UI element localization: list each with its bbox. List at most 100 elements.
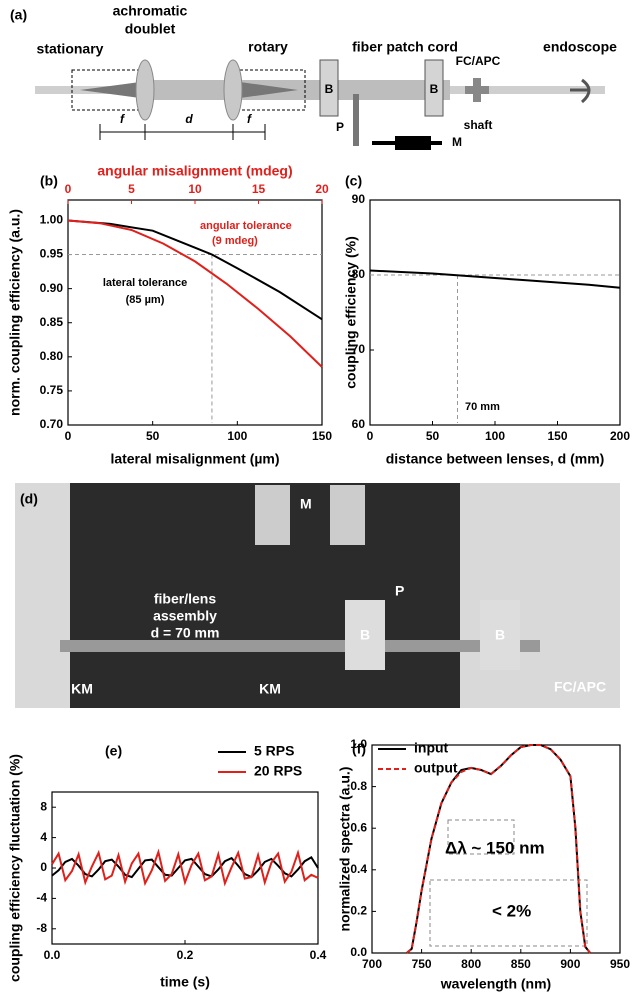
- panel-label: (e): [105, 743, 122, 759]
- x-tick-label: 0.0: [44, 948, 61, 962]
- panel-label: (c): [345, 173, 362, 189]
- panel-label: (f): [352, 741, 366, 757]
- bearing: [345, 600, 385, 670]
- annotation: (85 µm): [126, 294, 165, 306]
- bearing: [424, 59, 444, 117]
- series-line: [67, 219, 323, 368]
- y-tick-label: 0.80: [40, 349, 64, 363]
- panel-label: (d): [20, 491, 38, 507]
- label: P: [395, 583, 404, 599]
- annotation: 70 mm: [465, 401, 500, 413]
- x2-tick-label: 10: [188, 182, 202, 196]
- panel-label: (a): [10, 7, 27, 23]
- x2-tick-label: 5: [128, 182, 135, 196]
- label: KM: [259, 681, 281, 697]
- label: KM: [71, 681, 93, 697]
- inset-boxes: [429, 819, 588, 947]
- breadboard: [460, 483, 620, 708]
- label: FC/APC: [554, 679, 606, 695]
- annotation: angular tolerance: [200, 220, 292, 232]
- fiber: [150, 80, 450, 100]
- bearing: [480, 600, 520, 670]
- label: achromatic: [113, 3, 188, 19]
- plot-frame: [369, 199, 621, 426]
- zoom-box: [447, 819, 515, 855]
- x-tick-label: 800: [461, 957, 481, 971]
- x-tick-label: 700: [362, 957, 382, 971]
- panel-label: (b): [40, 173, 58, 189]
- label: d = 70 mm: [151, 625, 220, 641]
- annotation: (9 mdeg): [212, 235, 258, 247]
- y-tick-label: -8: [36, 921, 47, 935]
- lens: [135, 59, 155, 121]
- series-line: [406, 744, 591, 954]
- label: B: [495, 627, 505, 643]
- y-axis-label: coupling efficiency (%): [343, 236, 359, 388]
- y-tick-label: 0.0: [350, 945, 367, 959]
- label: M: [300, 496, 312, 512]
- x-tick-label: 0: [65, 429, 72, 443]
- label: B: [325, 82, 334, 96]
- label: f: [247, 112, 252, 126]
- x-tick-label: 0.2: [177, 948, 194, 962]
- connector: [473, 78, 481, 102]
- shaft: [60, 640, 540, 652]
- x-axis-label: distance between lenses, d (mm): [386, 451, 605, 467]
- y-tick-label: 0.90: [40, 281, 64, 295]
- dimension: [99, 124, 266, 140]
- x-tick-label: 750: [412, 957, 432, 971]
- y-tick-label: 8: [40, 799, 47, 813]
- label: M: [452, 135, 462, 149]
- x2-axis-label: angular misalignment (mdeg): [97, 163, 292, 179]
- legend-label: input: [414, 740, 449, 756]
- x2-tick-label: 20: [315, 182, 329, 196]
- x-axis-label: wavelength (nm): [440, 976, 551, 992]
- motor-mount: [255, 485, 290, 545]
- x-tick-label: 900: [560, 957, 580, 971]
- x-tick-label: 0: [367, 429, 374, 443]
- y-tick-label: 0.2: [350, 904, 367, 918]
- annotation: lateral tolerance: [103, 277, 187, 289]
- label: rotary: [248, 39, 288, 55]
- y-tick-label: 4: [40, 830, 47, 844]
- panel-a: (a) stationary achromatic doublet rotary…: [10, 3, 617, 150]
- y-tick-label: 60: [352, 417, 366, 431]
- y-tick-label: 80: [352, 267, 366, 281]
- y-tick-label: 1.0: [350, 737, 367, 751]
- x2-tick-label: 0: [65, 182, 72, 196]
- y-tick-label: 90: [352, 192, 366, 206]
- annotation: Δλ ~ 150 nm: [445, 838, 545, 857]
- x-tick-label: 150: [547, 429, 567, 443]
- plot-frame: [371, 744, 621, 954]
- label: doublet: [125, 21, 176, 37]
- legend-label: 5 RPS: [254, 743, 294, 759]
- x-tick-label: 200: [610, 429, 630, 443]
- y-tick-label: 0.8: [350, 779, 367, 793]
- y-tick-label: 0.70: [40, 417, 64, 431]
- series-line: [51, 848, 319, 887]
- label: f: [120, 112, 125, 126]
- plot-frame: [67, 199, 323, 426]
- y-tick-label: 0.75: [40, 383, 64, 397]
- x-tick-label: 50: [146, 429, 160, 443]
- legend-label: output: [414, 760, 458, 776]
- label: FC/APC: [456, 54, 501, 68]
- legend-label: 20 RPS: [254, 763, 302, 779]
- y-tick-label: 0.85: [40, 315, 64, 329]
- series-line: [67, 219, 323, 321]
- x-axis-label: lateral misalignment (µm): [110, 451, 279, 467]
- label: assembly: [153, 608, 217, 624]
- label: endoscope: [543, 39, 617, 55]
- y-tick-label: 1.00: [40, 213, 64, 227]
- x-tick-label: 100: [485, 429, 505, 443]
- bearing: [319, 59, 339, 117]
- label: fiber patch cord: [352, 39, 458, 55]
- y-tick-label: 0: [40, 860, 47, 874]
- y-axis-label: coupling efficiency fluctuation (%): [7, 754, 23, 982]
- x-tick-label: 100: [227, 429, 247, 443]
- label: B: [360, 627, 370, 643]
- y-tick-label: 0.4: [350, 862, 367, 876]
- motor: [395, 136, 431, 150]
- stationary-box: [71, 69, 147, 111]
